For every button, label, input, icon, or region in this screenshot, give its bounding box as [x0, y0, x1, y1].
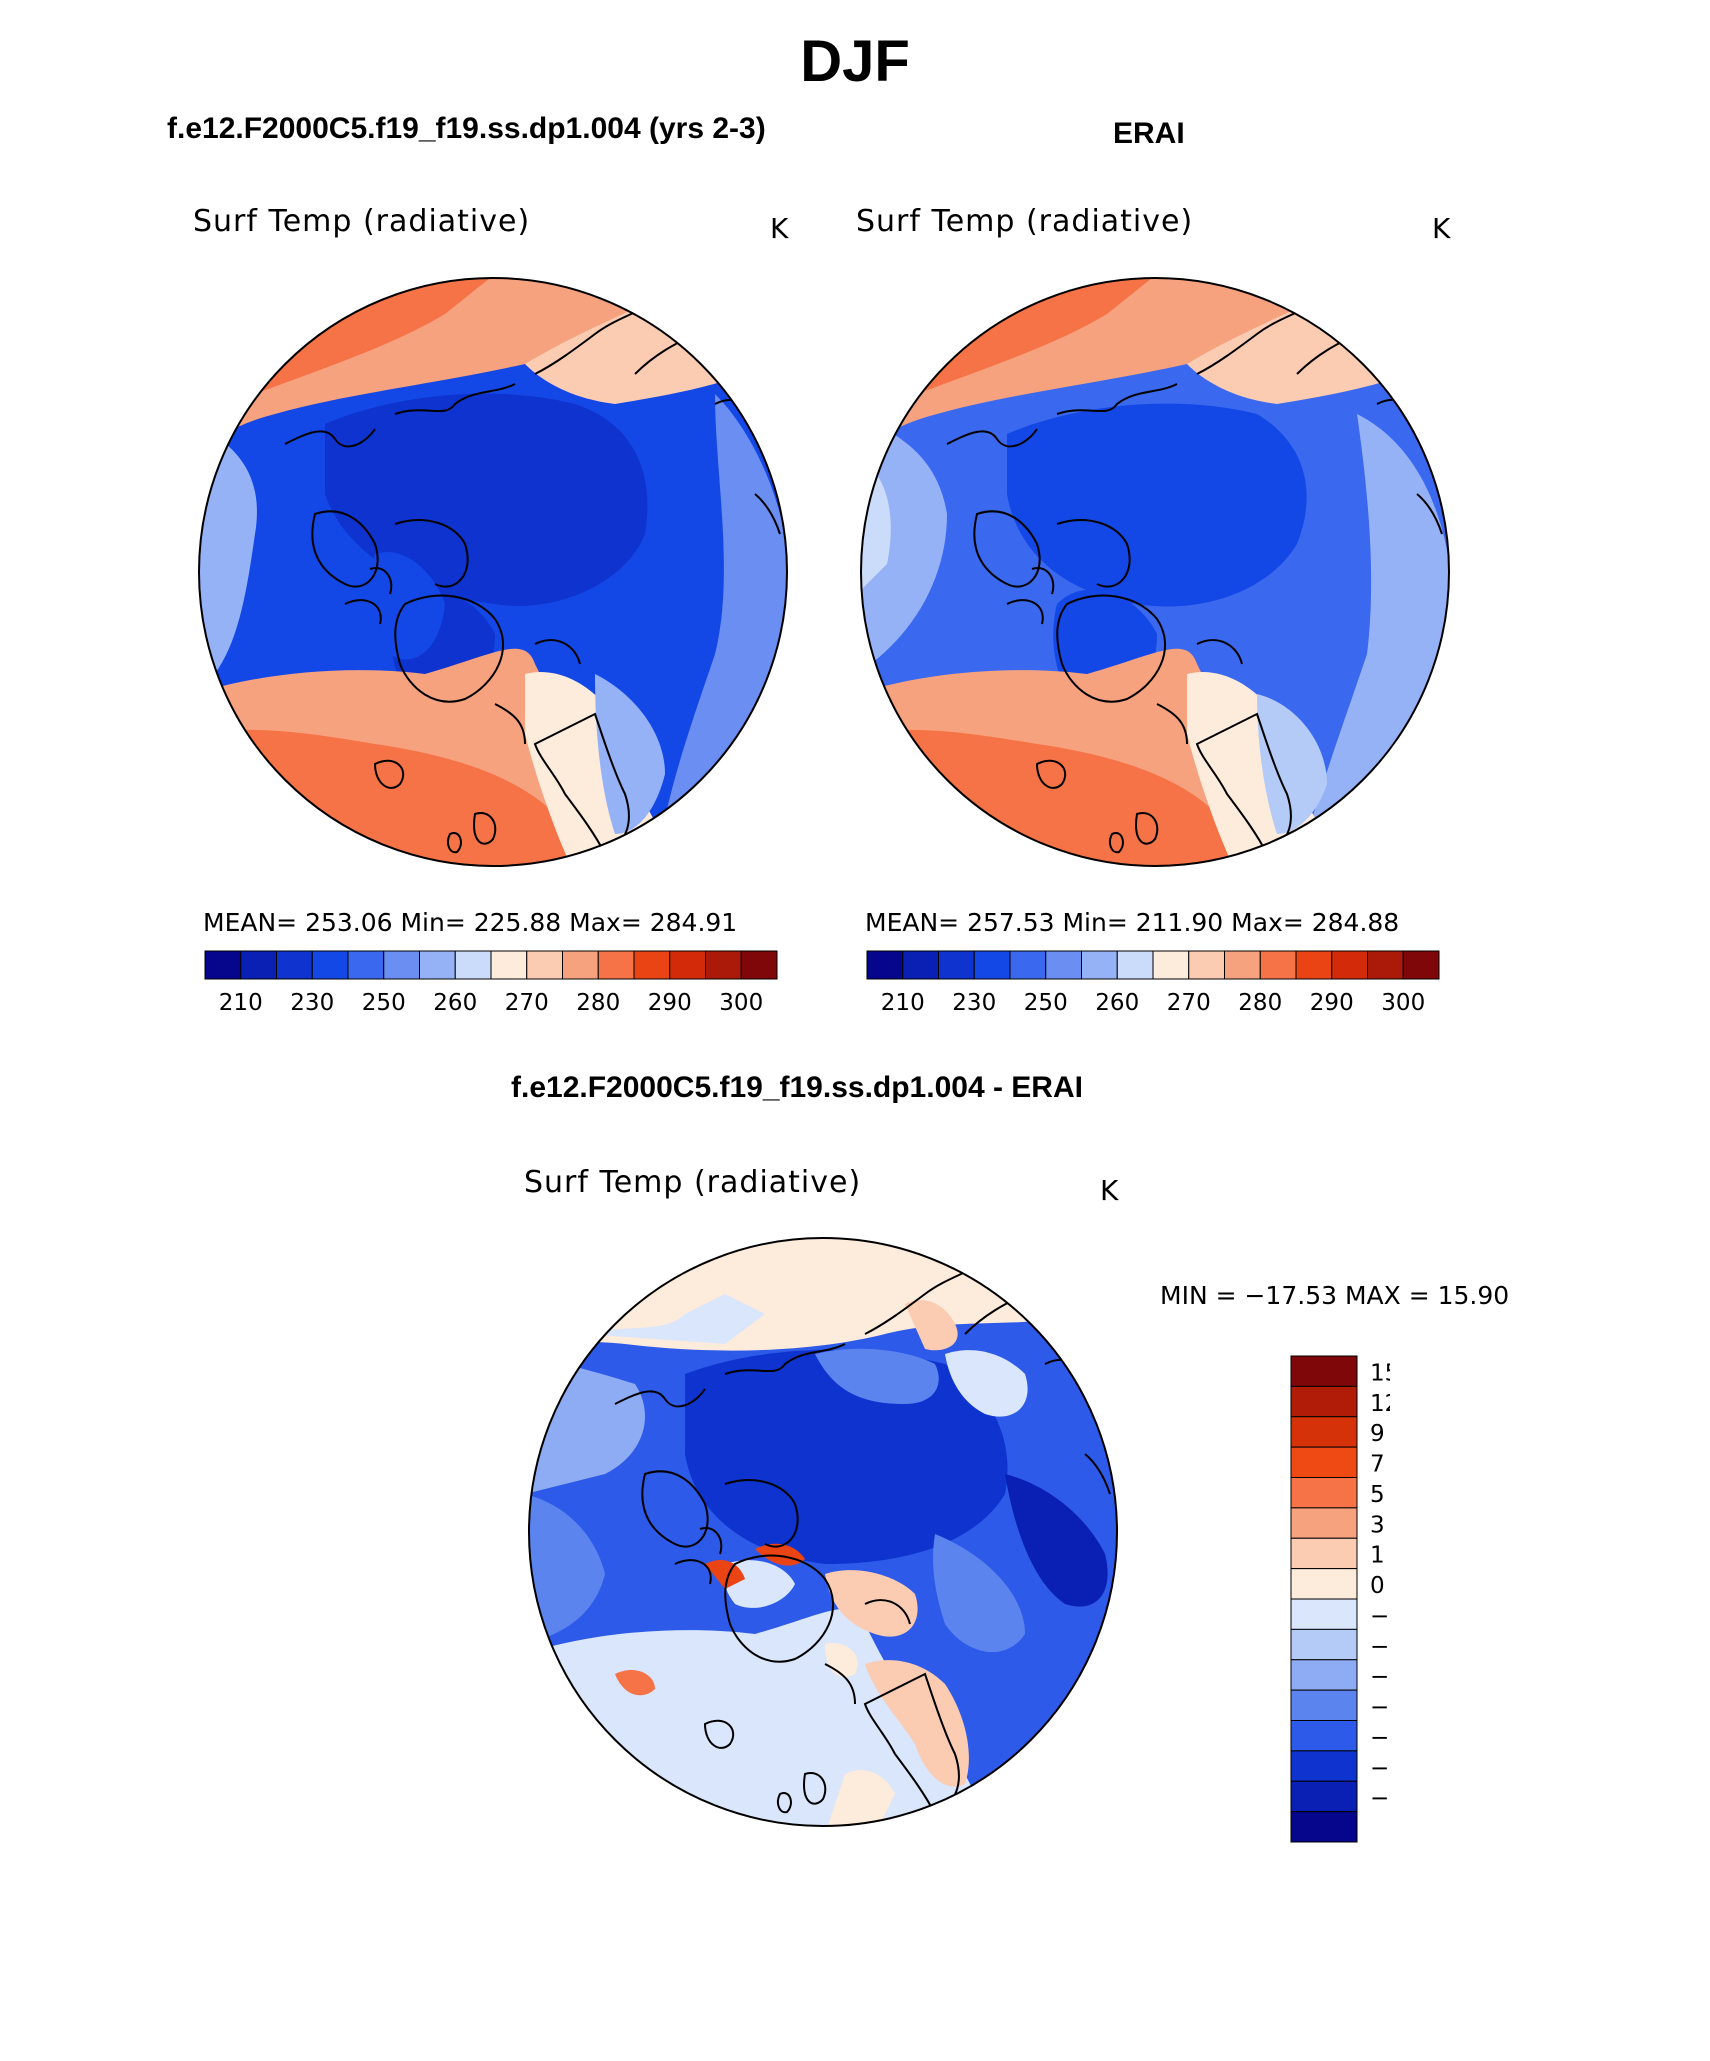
model-colorbar-box — [526, 950, 563, 980]
diff-colorbar-tick-label: 12 — [1370, 1391, 1390, 1417]
diff-colorbar-tick-label: 5 — [1370, 1482, 1385, 1508]
obs-colorbar-tick-label: 250 — [1024, 990, 1068, 1016]
obs-colorbar-box — [866, 950, 904, 980]
obs-colorbar-box — [938, 950, 975, 980]
model-colorbar-tick-label: 260 — [433, 990, 477, 1016]
diff-colorbar-tick-label: −5 — [1370, 1664, 1390, 1690]
diff-title: f.e12.F2000C5.f19_f19.ss.dp1.004 - ERAI — [511, 1071, 1083, 1104]
model-colorbar-box — [490, 950, 528, 980]
model-colorbar-box — [633, 950, 671, 980]
difference-polar-map — [528, 1237, 1118, 1827]
model-colorbar-box — [419, 950, 456, 980]
obs-variable-label: Surf Temp (radiative) — [856, 204, 1194, 239]
diff-colorbar-box — [1290, 1628, 1358, 1661]
obs-colorbar-box — [973, 950, 1011, 980]
model-colorbar-box — [562, 950, 599, 980]
diff-colorbar-box — [1290, 1720, 1358, 1752]
obs-colorbar-tick-label: 300 — [1381, 990, 1425, 1016]
diff-colorbar-box — [1290, 1385, 1358, 1418]
diff-colorbar-box — [1290, 1780, 1358, 1813]
obs-colorbar-tick-label: 210 — [881, 990, 925, 1016]
obs-colorbar-box — [1116, 950, 1154, 980]
diff-colorbar-tick-label: 9 — [1370, 1421, 1385, 1447]
model-colorbar-box — [740, 950, 778, 980]
page-title: DJF — [800, 29, 910, 94]
model-colorbar-box — [705, 950, 742, 980]
model-colorbar-tick-label: 270 — [505, 990, 549, 1016]
obs-colorbar-box — [1188, 950, 1225, 980]
diff-variable-label: Surf Temp (radiative) — [524, 1165, 862, 1200]
obs-colorbar-box — [1224, 950, 1261, 980]
model-units-label: K — [770, 212, 789, 245]
diff-colorbar-box — [1290, 1598, 1358, 1630]
diff-colorbar-box — [1290, 1446, 1358, 1478]
diff-units-label: K — [1100, 1174, 1119, 1207]
model-stats-text: MEAN= 253.06 Min= 225.88 Max= 284.91 — [203, 908, 738, 937]
obs-colorbar: 210 230 250 260 270 280 290 300 — [866, 950, 1440, 1016]
model-variable-label: Surf Temp (radiative) — [193, 204, 531, 239]
diff-colorbar-tick-label: −3 — [1370, 1634, 1390, 1660]
panel-right-title: ERAI — [1113, 117, 1185, 150]
obs-colorbar-tick-label: 230 — [952, 990, 996, 1016]
model-colorbar-box — [240, 950, 277, 980]
model-colorbar-box — [383, 950, 420, 980]
diff-colorbar-box — [1290, 1477, 1358, 1509]
diff-colorbar-box — [1290, 1355, 1358, 1387]
diff-colorbar-box — [1290, 1811, 1358, 1843]
model-colorbar-box — [311, 950, 349, 980]
obs-colorbar-box — [1259, 950, 1297, 980]
obs-colorbar-box — [902, 950, 939, 980]
model-colorbar-tick-label: 280 — [576, 990, 620, 1016]
diff-colorbar-tick-label: 1 — [1370, 1543, 1385, 1569]
diff-colorbar-box — [1290, 1568, 1358, 1600]
model-colorbar-tick-label: 250 — [362, 990, 406, 1016]
diff-colorbar-box — [1290, 1689, 1358, 1721]
obs-units-label: K — [1432, 212, 1451, 245]
obs-colorbar-box — [1081, 950, 1118, 980]
obs-colorbar-box — [1295, 950, 1333, 980]
model-colorbar-box — [669, 950, 706, 980]
diff-colorbar-tick-label: −15 — [1370, 1786, 1390, 1812]
diff-colorbar-box — [1290, 1659, 1358, 1691]
obs-colorbar-box — [1152, 950, 1190, 980]
model-colorbar-box — [347, 950, 385, 980]
model-colorbar-box — [454, 950, 492, 980]
diff-colorbar-box — [1290, 1537, 1358, 1570]
obs-colorbar-box — [1045, 950, 1082, 980]
diff-colorbar-tick-label: −9 — [1370, 1725, 1390, 1751]
model-colorbar-tick-label: 290 — [648, 990, 692, 1016]
diff-colorbar-tick-label: −1 — [1370, 1603, 1390, 1629]
model-colorbar-tick-label: 230 — [290, 990, 334, 1016]
model-colorbar-tick-label: 210 — [219, 990, 263, 1016]
obs-colorbar-tick-label: 290 — [1310, 990, 1354, 1016]
diff-colorbar-tick-label: 15 — [1370, 1360, 1390, 1386]
diff-stats-text: MIN = −17.53 MAX = 15.90 — [1160, 1281, 1510, 1310]
difference-colorbar: 15 12 9 7 5 3 1 0 −1 −3 −5 −7 −9 −12 −15 — [1290, 1355, 1390, 1843]
obs-colorbar-box — [1009, 950, 1047, 980]
model-colorbar-tick-label: 300 — [719, 990, 763, 1016]
model-polar-map — [198, 277, 788, 867]
model-colorbar: 210 230 250 260 270 280 290 300 — [204, 950, 778, 1016]
diff-colorbar-tick-label: 7 — [1370, 1452, 1385, 1478]
model-colorbar-box — [204, 950, 242, 980]
model-colorbar-box — [597, 950, 635, 980]
obs-colorbar-tick-label: 280 — [1238, 990, 1282, 1016]
obs-colorbar-box — [1331, 950, 1368, 980]
diff-colorbar-tick-label: −12 — [1370, 1755, 1390, 1781]
diff-colorbar-box — [1290, 1416, 1358, 1448]
panel-left-title: f.e12.F2000C5.f19_f19.ss.dp1.004 (yrs 2-… — [167, 112, 766, 145]
obs-stats-text: MEAN= 257.53 Min= 211.90 Max= 284.88 — [865, 908, 1400, 937]
obs-colorbar-tick-label: 260 — [1095, 990, 1139, 1016]
diff-colorbar-tick-label: 0 — [1370, 1573, 1385, 1599]
diff-colorbar-tick-label: −7 — [1370, 1695, 1390, 1721]
obs-polar-map — [860, 277, 1450, 867]
obs-colorbar-box — [1402, 950, 1440, 980]
diff-colorbar-box — [1290, 1507, 1358, 1539]
obs-colorbar-tick-label: 270 — [1167, 990, 1211, 1016]
diff-colorbar-tick-label: 3 — [1370, 1512, 1385, 1538]
model-colorbar-box — [276, 950, 313, 980]
obs-colorbar-box — [1367, 950, 1404, 980]
diff-colorbar-box — [1290, 1750, 1358, 1782]
